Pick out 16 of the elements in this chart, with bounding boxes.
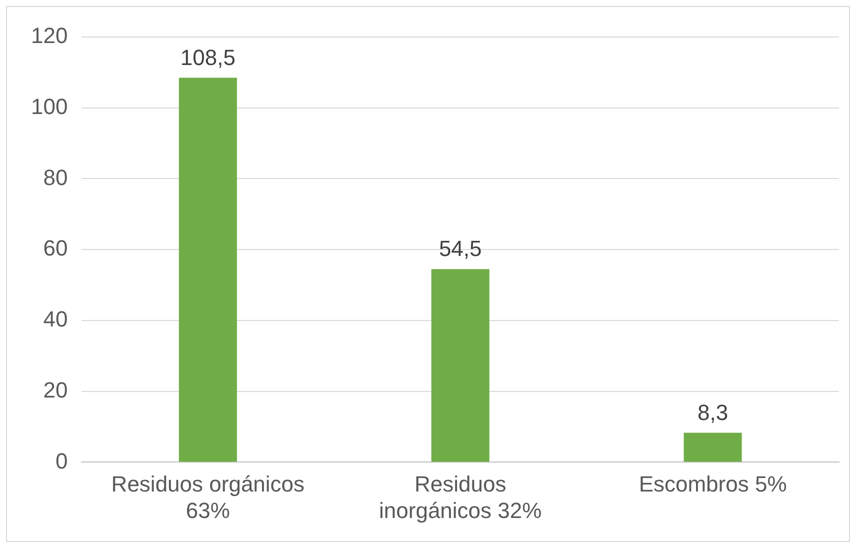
data-label: 8,3 — [697, 400, 728, 425]
y-tick-label: 20 — [43, 377, 68, 402]
y-tick-label: 0 — [55, 448, 68, 474]
data-label: 108,5 — [180, 44, 236, 70]
bar — [178, 78, 237, 462]
y-tick-label: 60 — [43, 236, 68, 261]
x-tick-label: Residuos inorgánicos 32% — [379, 471, 542, 523]
bar — [431, 269, 490, 462]
bar — [684, 432, 742, 462]
data-label: 54,5 — [438, 236, 482, 262]
y-tick-label: 40 — [43, 306, 68, 332]
y-tick-label: 80 — [43, 164, 68, 190]
y-tick-label: 120 — [30, 23, 68, 48]
x-tick-label: Residuos orgánicos 63% — [111, 471, 305, 523]
y-tick-label: 100 — [30, 94, 68, 119]
x-tick-label: Escombros 5% — [638, 471, 787, 496]
